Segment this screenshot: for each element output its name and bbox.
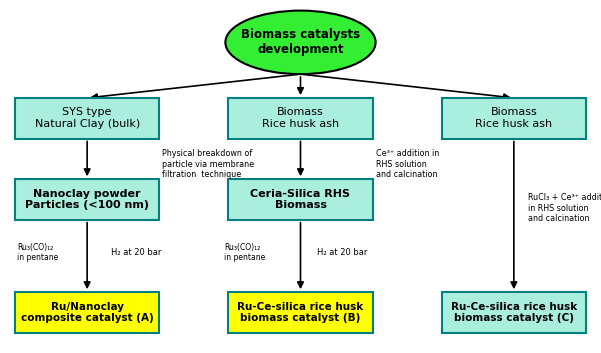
- Text: Ce³⁺ addition in
RHS solution
and calcination: Ce³⁺ addition in RHS solution and calcin…: [376, 149, 439, 179]
- FancyBboxPatch shape: [15, 98, 159, 138]
- Text: H₂ at 20 bar: H₂ at 20 bar: [317, 248, 367, 257]
- Text: Ceria-Silica RHS
Biomass: Ceria-Silica RHS Biomass: [251, 189, 350, 210]
- FancyBboxPatch shape: [15, 292, 159, 333]
- FancyBboxPatch shape: [442, 292, 586, 333]
- Ellipse shape: [225, 11, 376, 74]
- Text: Biomass catalysts
development: Biomass catalysts development: [241, 28, 360, 56]
- FancyBboxPatch shape: [228, 292, 373, 333]
- Text: Ru-Ce-silica rice husk
biomass catalyst (C): Ru-Ce-silica rice husk biomass catalyst …: [451, 301, 577, 323]
- Text: Ru-Ce-silica rice husk
biomass catalyst (B): Ru-Ce-silica rice husk biomass catalyst …: [237, 301, 364, 323]
- Text: RuCl₃ + Ce³⁺ addition
in RHS solution
and calcination: RuCl₃ + Ce³⁺ addition in RHS solution an…: [528, 193, 601, 223]
- FancyBboxPatch shape: [228, 98, 373, 138]
- Text: Ru₃(CO)₁₂
in pentane: Ru₃(CO)₁₂ in pentane: [224, 243, 266, 262]
- Text: Ru/Nanoclay
composite catalyst (A): Ru/Nanoclay composite catalyst (A): [21, 301, 153, 323]
- FancyBboxPatch shape: [228, 179, 373, 220]
- FancyBboxPatch shape: [15, 179, 159, 220]
- Text: Physical breakdown of
particle via membrane
filtration  technique: Physical breakdown of particle via membr…: [162, 149, 254, 179]
- FancyBboxPatch shape: [442, 98, 586, 138]
- Text: H₂ at 20 bar: H₂ at 20 bar: [111, 248, 162, 257]
- Text: Biomass
Rice husk ash: Biomass Rice husk ash: [262, 107, 339, 129]
- Text: Ru₃(CO)₁₂
in pentane: Ru₃(CO)₁₂ in pentane: [17, 243, 58, 262]
- Text: SYS type
Natural Clay (bulk): SYS type Natural Clay (bulk): [34, 107, 140, 129]
- Text: Biomass
Rice husk ash: Biomass Rice husk ash: [475, 107, 552, 129]
- Text: Nanoclay powder
Particles (<100 nm): Nanoclay powder Particles (<100 nm): [25, 189, 149, 210]
